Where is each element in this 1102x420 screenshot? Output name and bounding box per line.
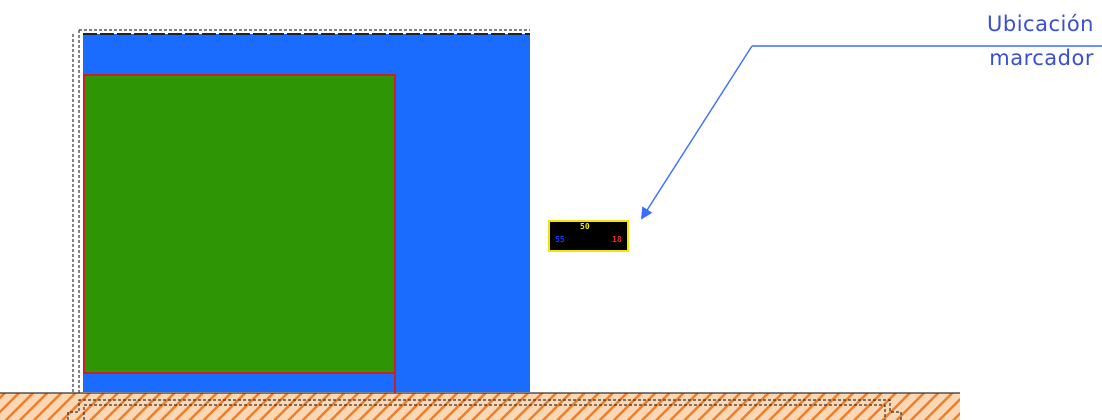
scoreboard <box>548 220 629 252</box>
scoreboard-left-value: 55 <box>555 235 565 244</box>
annotation-arrow <box>640 45 753 220</box>
green-field <box>83 74 396 374</box>
scoreboard-top-value: 50 <box>580 222 590 231</box>
ground-strip <box>0 392 960 420</box>
structure-outline <box>67 29 902 420</box>
annotation-line-2: marcador <box>989 46 1094 70</box>
annotation-line-1: Ubicación <box>987 12 1094 36</box>
scoreboard-right-value: 18 <box>612 235 622 244</box>
